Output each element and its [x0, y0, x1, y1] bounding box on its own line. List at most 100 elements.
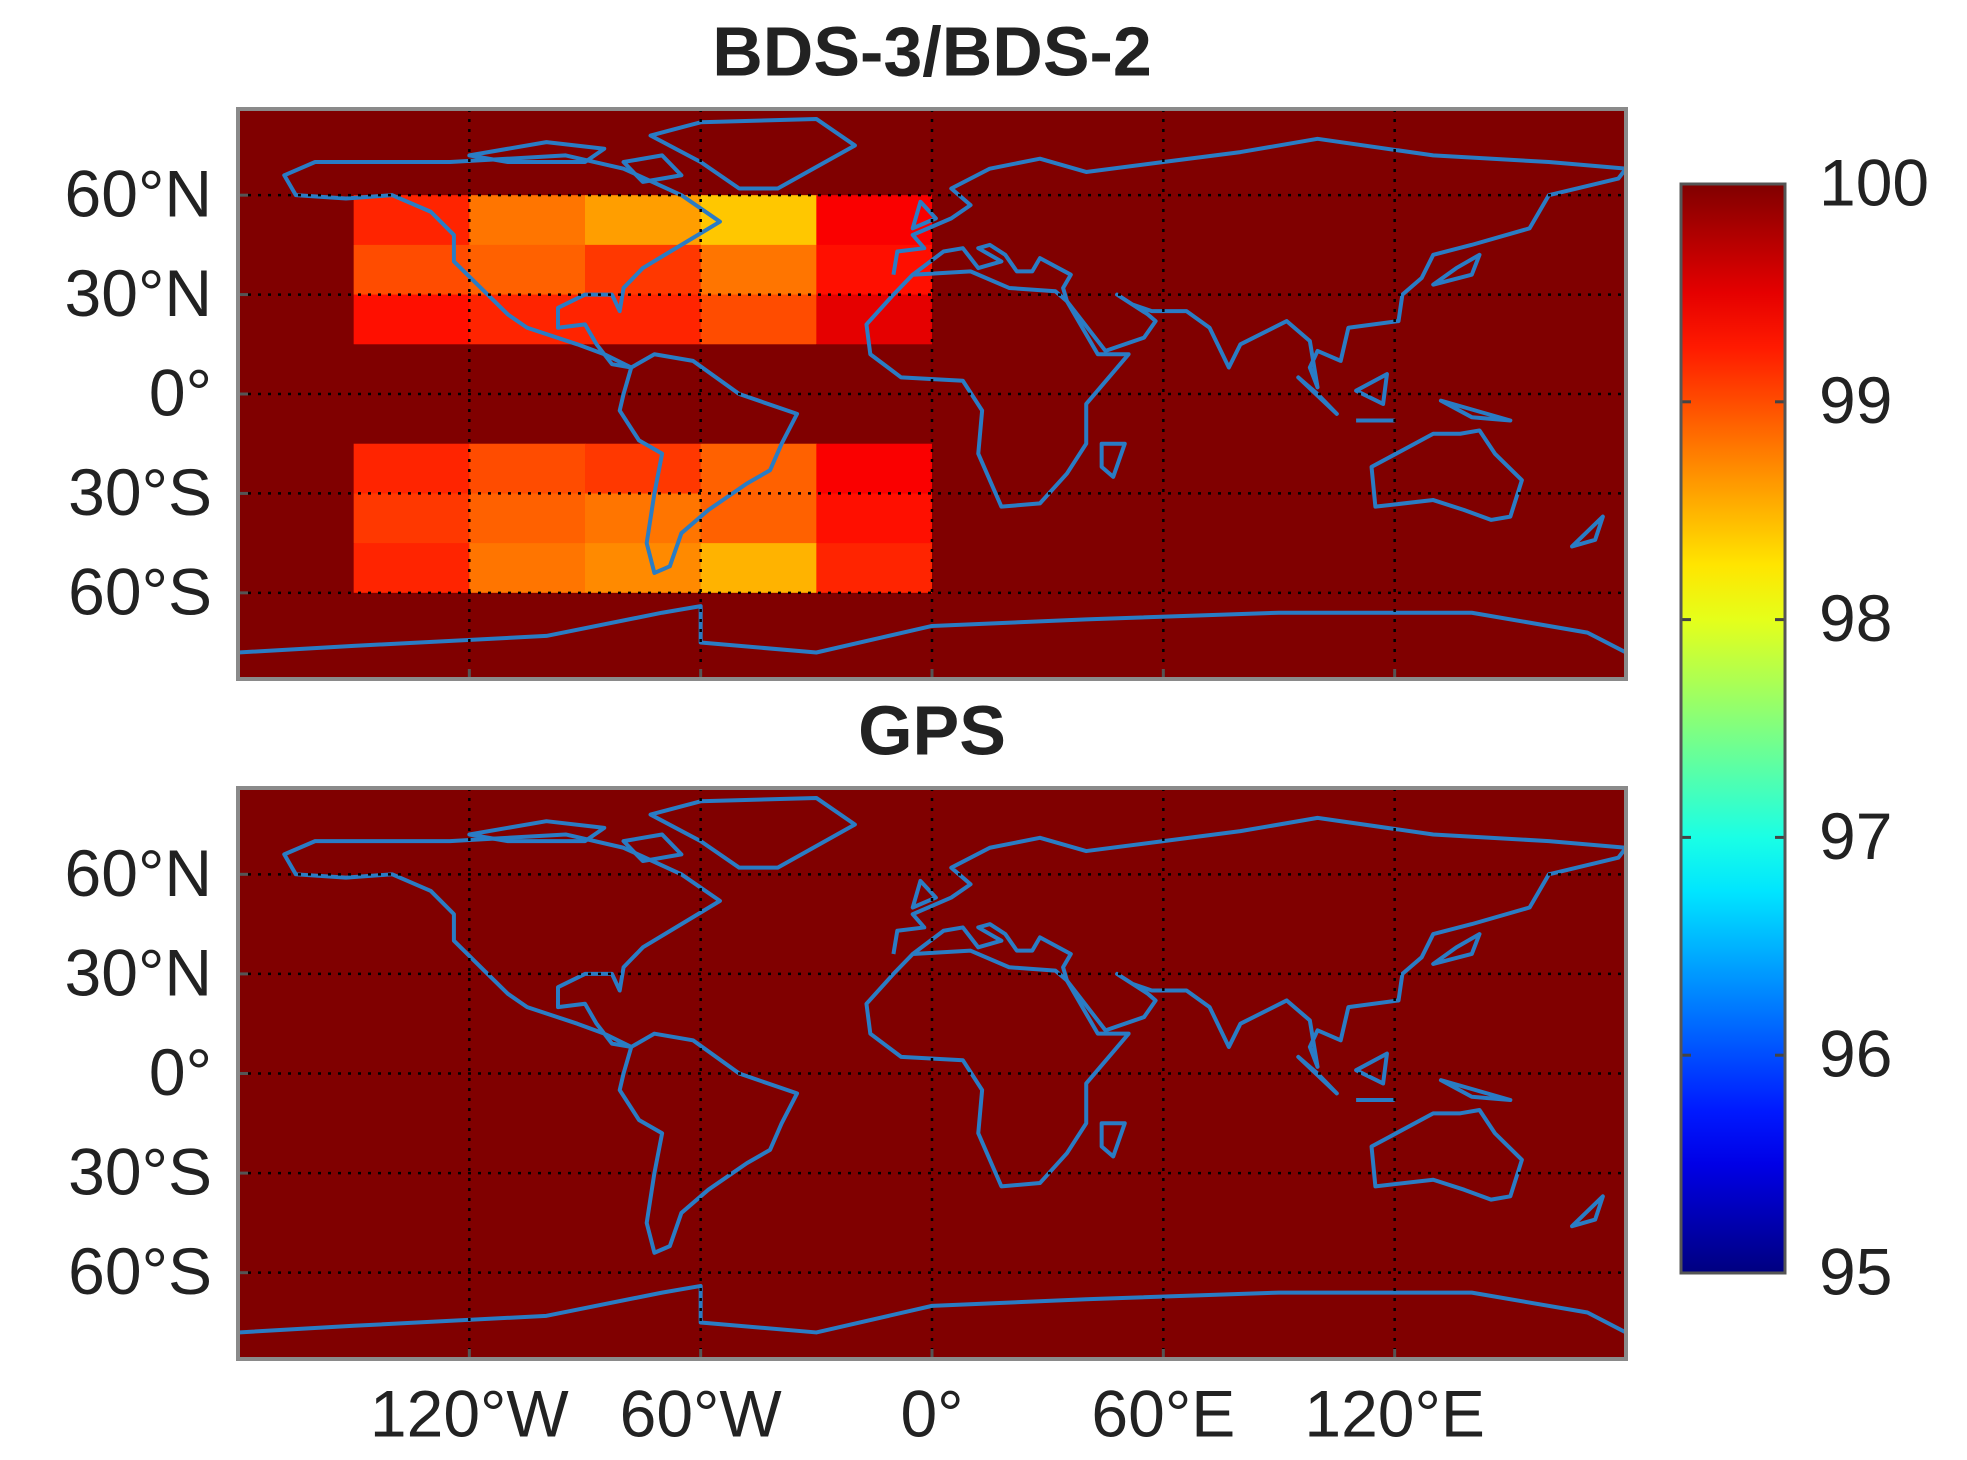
axes-frame: [236, 107, 1628, 681]
heat-cell: [816, 824, 933, 875]
heat-cell: [932, 543, 1049, 594]
heat-cell: [1279, 1272, 1396, 1324]
heat-cell: [932, 109, 1049, 147]
heat-cell: [585, 1073, 702, 1124]
heat-cell: [1394, 195, 1511, 246]
heat-cell: [1394, 788, 1511, 826]
heat-cell: [1163, 294, 1280, 345]
y-tick-label: 30°N: [65, 935, 212, 1009]
heat-cell: [1510, 642, 1626, 679]
heat-cell: [1510, 109, 1626, 147]
heat-cell: [816, 443, 933, 495]
heat-cell: [816, 1023, 933, 1075]
heat-cell: [469, 195, 586, 246]
heat-cell: [932, 973, 1049, 1025]
x-tick-label: 60°E: [1091, 1376, 1235, 1450]
heat-cell: [1510, 1272, 1626, 1324]
heat-cell: [1279, 824, 1396, 875]
panel-title: GPS: [858, 691, 1006, 769]
heat-cell: [1279, 1023, 1396, 1075]
heat-cell: [1279, 1173, 1396, 1224]
heat-cell: [1163, 788, 1280, 826]
heat-cell: [700, 1222, 817, 1274]
heat-cell: [238, 592, 355, 644]
colorbar-tick-label: 99: [1819, 363, 1892, 437]
heat-cell: [238, 788, 355, 826]
heat-cell: [1163, 195, 1280, 246]
heat-cell: [469, 1272, 586, 1324]
heat-cell: [1279, 109, 1396, 147]
heat-cell: [932, 344, 1049, 395]
heat-cell: [932, 592, 1049, 644]
heat-cell: [1047, 874, 1164, 925]
heat-cell: [353, 394, 470, 445]
heat-cell: [353, 1073, 470, 1124]
colorbar-tick-label: 96: [1819, 1017, 1892, 1091]
colorbar-tick-label: 98: [1819, 581, 1892, 655]
heat-cell: [469, 1123, 586, 1174]
heat-cell: [1394, 294, 1511, 345]
heat-cell: [1279, 543, 1396, 594]
heat-cell: [238, 874, 355, 925]
heat-cell: [932, 1272, 1049, 1324]
heat-cell: [1510, 1322, 1626, 1359]
y-tick-label: 30°S: [68, 1135, 212, 1209]
heat-cell: [585, 1123, 702, 1174]
heat-cell: [1510, 344, 1626, 395]
heat-cell: [1047, 788, 1164, 826]
heat-cell: [1510, 1222, 1626, 1274]
heat-cell: [1279, 1123, 1396, 1174]
heat-cell: [1163, 394, 1280, 445]
heat-cell: [932, 1023, 1049, 1075]
heat-cell: [1510, 1173, 1626, 1224]
heat-cell: [585, 443, 702, 495]
heat-cell: [469, 924, 586, 975]
heat-cell: [353, 1123, 470, 1174]
heat-cell: [1279, 973, 1396, 1025]
heat-cell: [585, 973, 702, 1025]
heat-cell: [238, 109, 355, 147]
heat-cell: [1163, 1322, 1280, 1359]
heat-cell: [700, 1023, 817, 1075]
heat-cell: [700, 592, 817, 644]
heat-cell: [816, 1272, 933, 1324]
colorbar-tick-label: 95: [1819, 1234, 1892, 1308]
heat-cell: [1047, 924, 1164, 975]
heat-cell: [1510, 1073, 1626, 1124]
heat-cell: [1047, 394, 1164, 445]
heat-cell: [1163, 1123, 1280, 1174]
heat-cell: [353, 1272, 470, 1324]
heat-cell: [700, 244, 817, 296]
heat-cell: [1510, 145, 1626, 196]
heat-cell: [353, 294, 470, 345]
heat-cell: [1510, 543, 1626, 594]
heat-cell: [469, 443, 586, 495]
heat-cell: [1279, 344, 1396, 395]
heat-cell: [238, 443, 355, 495]
heat-cell: [1394, 109, 1511, 147]
heat-cell: [238, 195, 355, 246]
heat-cell: [1510, 874, 1626, 925]
heat-cell: [1279, 443, 1396, 495]
heat-cell: [469, 874, 586, 925]
heat-cell: [1510, 294, 1626, 345]
heat-cell: [1047, 1173, 1164, 1224]
heat-cell: [1510, 493, 1626, 544]
heat-cell: [1279, 874, 1396, 925]
heat-cell: [1163, 642, 1280, 679]
heat-cell: [816, 394, 933, 445]
heat-cell: [700, 344, 817, 395]
heat-cell: [1510, 788, 1626, 826]
heat-cell: [932, 443, 1049, 495]
heat-cell: [469, 1322, 586, 1359]
y-tick-label: 60°S: [68, 554, 212, 628]
heat-cell: [353, 244, 470, 296]
heat-cell: [469, 1073, 586, 1124]
heat-cell: [353, 493, 470, 544]
heat-cell: [1163, 493, 1280, 544]
heat-cell: [932, 1073, 1049, 1124]
heat-cell: [1510, 244, 1626, 296]
heat-cell: [1279, 195, 1396, 246]
heat-cell: [238, 294, 355, 345]
